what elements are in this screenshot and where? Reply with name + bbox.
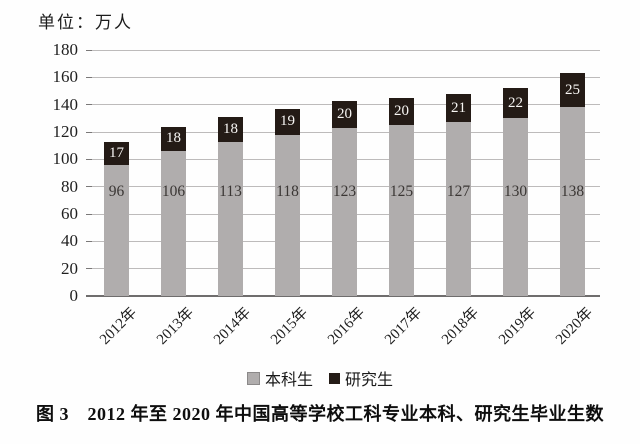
x-axis-tick-label: 2013年 — [154, 304, 198, 348]
gridline — [92, 49, 600, 51]
bar-segment-graduate: 20 — [389, 97, 414, 126]
y-axis-tick — [86, 158, 92, 160]
bar-value-label-undergraduate: 113 — [219, 183, 242, 200]
x-axis-tick-label: 2015年 — [268, 304, 312, 348]
bar-value-label-undergraduate: 96 — [108, 183, 125, 200]
bar-segment-graduate: 19 — [275, 108, 300, 135]
legend-item-undergraduate: 本科生 — [246, 366, 313, 390]
legend: 本科生 研究生 — [0, 366, 640, 390]
y-axis-tick-label: 0 — [69, 286, 79, 305]
bar-segment-undergraduate — [389, 125, 414, 296]
bar-value-label-undergraduate: 106 — [161, 183, 186, 200]
x-axis-tick-label: 2012年 — [97, 304, 141, 348]
bar-segment-undergraduate — [104, 164, 129, 296]
bar-segment-graduate: 20 — [332, 100, 357, 128]
y-axis-tick-label: 160 — [52, 67, 79, 87]
x-axis-tick-label: 2017年 — [382, 304, 426, 348]
x-axis-tick-label: 2020年 — [553, 304, 597, 348]
bar-segment-undergraduate — [560, 107, 585, 296]
bar-value-label-undergraduate: 123 — [332, 183, 357, 200]
y-axis-tick-label: 20 — [61, 258, 78, 278]
bar-segment-undergraduate — [503, 118, 528, 296]
y-axis-tick-label: 60 — [61, 204, 78, 223]
y-axis-tick — [86, 131, 92, 133]
y-axis-tick — [86, 268, 92, 270]
x-axis-tick-label: 2016年 — [325, 304, 369, 348]
x-axis-line — [86, 295, 600, 297]
bar-segment-graduate: 22 — [503, 88, 528, 119]
y-axis-tick — [86, 186, 92, 188]
bar-value-label-undergraduate: 138 — [560, 183, 585, 200]
y-axis-tick — [86, 76, 92, 78]
y-axis-tick-label: 180 — [52, 40, 79, 59]
bar-value-label-undergraduate: 130 — [503, 183, 528, 200]
bar-segment-undergraduate — [161, 151, 186, 296]
x-axis-tick-label: 2018年 — [439, 304, 483, 348]
y-axis-tick — [86, 213, 92, 215]
bar-segment-undergraduate — [446, 122, 471, 296]
bar-value-label-undergraduate: 127 — [446, 183, 471, 200]
undergraduate-swatch-icon — [246, 371, 260, 385]
legend-item-graduate: 研究生 — [329, 366, 393, 390]
figure-caption: 图 3 2012 年至 2020 年中国高等学校工科专业本科、研究生毕业生数 — [36, 404, 604, 424]
y-axis-tick-label: 140 — [52, 94, 79, 114]
x-axis-tick-label: 2014年 — [211, 304, 255, 348]
bar-value-label-undergraduate: 125 — [389, 183, 414, 200]
legend-label-undergraduate: 本科生 — [264, 372, 313, 389]
bar-segment-undergraduate — [332, 127, 357, 296]
gridline — [92, 76, 600, 78]
bar-segment-graduate: 18 — [218, 116, 243, 142]
graduate-swatch-icon — [329, 372, 340, 384]
y-axis-tick-label: 80 — [61, 176, 78, 196]
x-axis-tick-label: 2019年 — [496, 304, 540, 348]
bar-segment-undergraduate — [275, 134, 300, 296]
y-axis-tick-label: 120 — [52, 122, 79, 141]
y-axis-tick-label: 100 — [52, 149, 79, 169]
bar-value-label-undergraduate: 118 — [276, 183, 299, 200]
bar-segment-graduate: 17 — [104, 141, 129, 165]
y-axis-tick — [86, 104, 92, 106]
unit-label: 单位：万人 — [38, 13, 133, 32]
y-axis-tick-label: 40 — [61, 231, 78, 251]
legend-label-graduate: 研究生 — [345, 372, 394, 389]
bar-segment-graduate: 21 — [446, 93, 471, 123]
bar-segment-graduate: 18 — [161, 126, 186, 152]
y-axis-tick — [86, 240, 92, 242]
y-axis-tick — [86, 49, 92, 51]
bar-segment-graduate: 25 — [560, 73, 585, 108]
bar-segment-undergraduate — [218, 141, 243, 296]
